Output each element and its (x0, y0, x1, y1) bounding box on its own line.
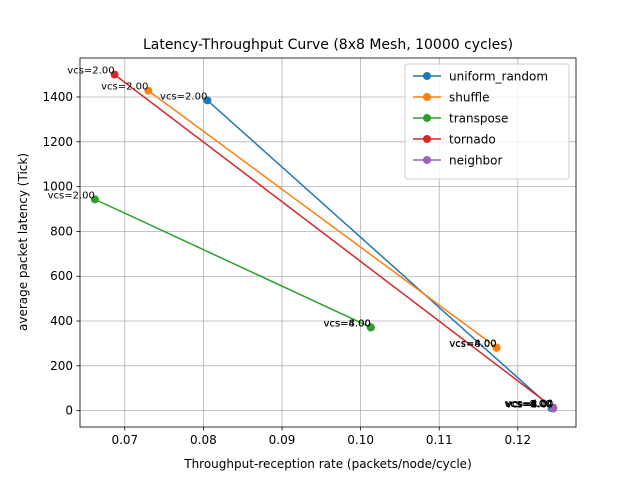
x-axis-label: Throughput-reception rate (packets/node/… (183, 457, 472, 471)
data-point-neighbor (549, 404, 558, 413)
data-point-tornado (110, 70, 119, 79)
point-annotation: vcs=2.00 (101, 82, 148, 93)
point-annotation: vcs=4.00 (504, 399, 551, 410)
data-point-shuffle (492, 343, 501, 352)
y-axis-ticks: 0 200 400 600 800 1000 1200 1400 (42, 90, 80, 418)
point-annotations: vcs=2.00vcs=4.00vcs=8.00vcs=2.00vcs=4.00… (48, 66, 554, 411)
legend-marker-transpose (423, 114, 431, 122)
point-annotation: vcs=2.00 (48, 190, 95, 201)
data-point-transpose (366, 323, 375, 332)
data-point-shuffle (144, 86, 153, 95)
y-tick-label: 400 (50, 314, 73, 328)
data-point-uniform-random (203, 96, 212, 105)
x-tick-label: 0.12 (504, 433, 531, 447)
y-tick-label: 1200 (42, 135, 73, 149)
point-annotation: vcs=8.00 (506, 399, 553, 410)
point-annotation: vcs=4.00 (449, 338, 496, 349)
series-markers (90, 70, 558, 413)
legend-marker-tornado (423, 135, 431, 143)
y-tick-label: 1400 (42, 90, 73, 104)
legend-box (404, 63, 570, 180)
point-annotation: vcs=2.00 (160, 91, 207, 102)
legend-label-neighbor: neighbor (449, 154, 503, 168)
point-annotation: vcs=2.00 (67, 66, 114, 77)
point-annotation: vcs=4.00 (506, 399, 553, 410)
point-annotation: vcs=8.00 (506, 399, 553, 410)
x-tick-label: 0.08 (190, 433, 217, 447)
grid-lines (80, 58, 576, 427)
x-tick-label: 0.10 (347, 433, 374, 447)
chart-title: Latency-Throughput Curve (8x8 Mesh, 1000… (143, 37, 513, 53)
legend-marker-shuffle (423, 93, 431, 101)
point-annotation: vcs=4.00 (324, 318, 371, 329)
legend-label-uniform-random: uniform_random (449, 70, 548, 84)
plot-frame (79, 57, 577, 428)
legend-label-transpose: transpose (449, 112, 508, 126)
x-tick-label: 0.07 (111, 433, 138, 447)
point-annotation: vcs=8.00 (504, 399, 551, 410)
point-annotation: vcs=8.00 (324, 319, 371, 330)
point-annotation: vcs=8.00 (449, 339, 496, 350)
x-tick-label: 0.11 (426, 433, 453, 447)
y-tick-label: 0 (65, 404, 73, 418)
y-tick-label: 600 (50, 269, 73, 283)
legend-marker-uniform-random (423, 72, 431, 80)
y-tick-label: 800 (50, 224, 73, 238)
y-axis-label: average packet latency (Tick) (16, 153, 30, 331)
legend-label-shuffle: shuffle (449, 91, 489, 105)
legend-label-tornado: tornado (449, 133, 496, 147)
x-axis-ticks: 0.07 0.08 0.09 0.10 0.11 0.12 (111, 427, 531, 447)
point-annotation: vcs=2.00 (506, 399, 553, 410)
legend-marker-neighbor (423, 156, 431, 164)
point-annotation: vcs=4.00 (506, 399, 553, 410)
x-tick-label: 0.09 (269, 433, 296, 447)
y-tick-label: 1000 (42, 180, 73, 194)
data-point-transpose (90, 195, 99, 204)
y-tick-label: 200 (50, 359, 73, 373)
